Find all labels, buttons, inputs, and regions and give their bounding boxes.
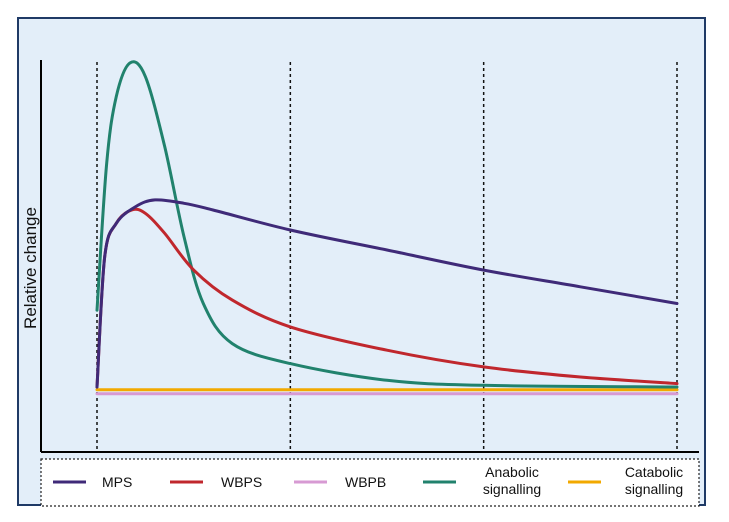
legend-wbps-label: WBPS	[221, 474, 262, 490]
series-line-mps	[95, 198, 679, 389]
legend-anabolic-signalling-label: Anabolic signalling	[483, 464, 541, 497]
y-axis-title: Relative change	[21, 207, 40, 329]
series-group	[95, 60, 679, 396]
legend: MPS WBPS WBPB Anabolic signalling Catabolic si…	[53, 464, 683, 497]
legend-catabolic-signalling-label: Catabolic signalling	[625, 464, 683, 497]
legend-wbpb-label: WBPB	[345, 474, 386, 490]
legend-mps-label: MPS	[102, 474, 132, 490]
series-line-anabolic-signalling	[95, 60, 679, 389]
chart-frame	[17, 17, 706, 506]
